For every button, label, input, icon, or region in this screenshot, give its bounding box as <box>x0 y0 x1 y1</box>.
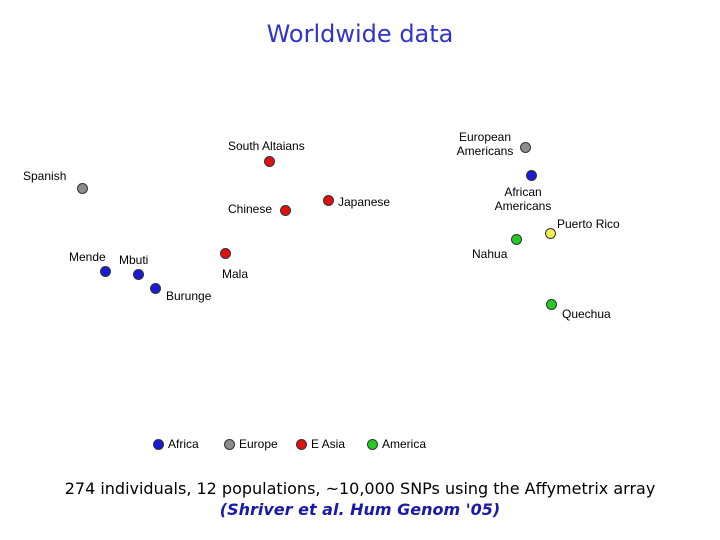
legend-europe: Europe <box>224 437 278 451</box>
label-puerto-rico: Puerto Rico <box>557 217 620 231</box>
dot-european-americans <box>520 142 531 153</box>
legend-swatch <box>153 438 164 450</box>
label-mende: Mende <box>69 250 106 264</box>
dot-mala <box>220 248 231 259</box>
legend-africa: Africa <box>153 437 199 451</box>
dot-mende <box>100 266 111 277</box>
dot-spanish <box>77 183 88 194</box>
dot-puerto-rico <box>545 228 556 239</box>
legend-e-asia: E Asia <box>296 437 345 451</box>
legend-swatch <box>224 438 235 450</box>
dot-quechua <box>546 299 557 310</box>
label-chinese: Chinese <box>228 202 273 216</box>
dot-burunge <box>150 283 161 294</box>
legend-label: Europe <box>239 437 278 451</box>
caption: 274 individuals, 12 populations, ~10,000… <box>64 479 656 498</box>
dot-chinese <box>280 205 291 216</box>
label-european-americans: European Americans <box>456 130 514 158</box>
legend-label: E Asia <box>311 437 346 451</box>
legend-label: Africa <box>168 437 199 451</box>
citation: (Shriver et al. Hum Genom '05) <box>219 500 501 519</box>
label-african-americans: African Americans <box>494 185 552 213</box>
legend-label: America <box>382 437 427 451</box>
dot-mbuti <box>133 269 144 280</box>
dot-african-americans <box>526 170 537 181</box>
label-burunge: Burunge <box>166 289 212 303</box>
legend-swatch <box>367 438 378 450</box>
label-mbuti: Mbuti <box>119 253 149 267</box>
legend-america: America <box>367 437 426 451</box>
page-title: Worldwide data <box>266 20 454 48</box>
legend-swatch <box>296 438 307 450</box>
dot-south-altaians <box>264 156 275 167</box>
label-mala: Mala <box>222 267 249 281</box>
dot-japanese <box>323 195 334 206</box>
label-south-altaians: South Altaians <box>228 139 305 153</box>
label-nahua: Nahua <box>472 247 508 261</box>
label-japanese: Japanese <box>338 195 391 209</box>
dot-nahua <box>511 234 522 245</box>
label-spanish: Spanish <box>23 169 67 183</box>
label-quechua: Quechua <box>562 307 611 321</box>
